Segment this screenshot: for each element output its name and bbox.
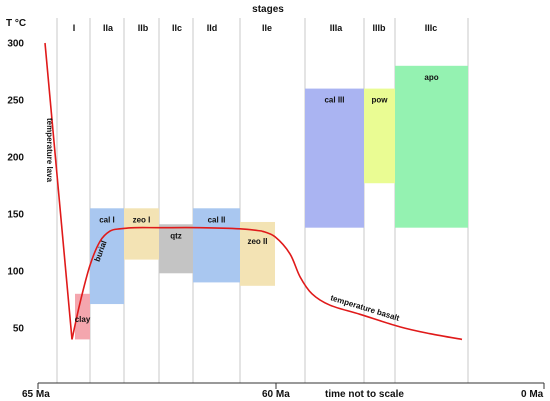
range-apo bbox=[395, 65, 468, 228]
range-label-cal-i: cal I bbox=[99, 215, 115, 224]
range-label-clay: clay bbox=[75, 315, 91, 324]
stage-label-iie: IIe bbox=[262, 23, 272, 33]
x-end-label: 0 Ma bbox=[521, 389, 544, 400]
series-label-temperature-lava: temperature lava bbox=[45, 118, 54, 183]
stage-label-iic: IIc bbox=[172, 23, 182, 33]
y-axis-label: T °C bbox=[6, 18, 26, 29]
mineral-ranges bbox=[75, 65, 468, 340]
range-label-apo: apo bbox=[424, 73, 438, 82]
range-label-qtz: qtz bbox=[170, 231, 182, 240]
x-start-label: 65 Ma bbox=[22, 389, 50, 400]
y-tick-200: 200 bbox=[7, 153, 24, 164]
curve-temperature-basalt bbox=[261, 230, 463, 341]
stage-label-iib: IIb bbox=[138, 23, 149, 33]
stage-label-i: I bbox=[73, 23, 76, 33]
range-zeo-i bbox=[124, 208, 159, 260]
range-qtz bbox=[159, 224, 193, 274]
y-tick-250: 250 bbox=[7, 96, 24, 107]
stage-label-iiib: IIIb bbox=[373, 23, 387, 33]
mineral-range-labels: clay cal I zeo I qtz cal II zeo II cal III pow a… bbox=[75, 73, 439, 324]
temperature-curves bbox=[44, 42, 463, 341]
range-pow bbox=[364, 88, 395, 184]
chart-title: stages bbox=[252, 4, 284, 15]
range-label-cal-ii: cal II bbox=[208, 215, 226, 224]
x-mid-label: 60 Ma bbox=[262, 389, 290, 400]
curve-temperature-lava bbox=[44, 42, 73, 340]
range-label-pow: pow bbox=[372, 96, 389, 105]
range-cal-i bbox=[90, 208, 124, 305]
range-label-zeo-i: zeo I bbox=[133, 215, 151, 224]
stage-label-iid: IId bbox=[207, 23, 218, 33]
y-tick-labels: 50 100 150 200 250 300 bbox=[7, 39, 24, 335]
x-note-label: time not to scale bbox=[325, 389, 404, 400]
axes bbox=[37, 382, 545, 389]
range-zeo-ii bbox=[240, 221, 275, 286]
range-label-cal-iii: cal III bbox=[324, 96, 344, 105]
range-label-zeo-ii: zeo II bbox=[247, 237, 267, 246]
curve-burial bbox=[71, 226, 263, 340]
y-tick-100: 100 bbox=[7, 267, 24, 278]
y-tick-300: 300 bbox=[7, 39, 24, 50]
stage-label-iiia: IIIa bbox=[330, 23, 344, 33]
stage-label-iiic: IIIc bbox=[425, 23, 438, 33]
y-tick-50: 50 bbox=[13, 324, 25, 335]
y-tick-150: 150 bbox=[7, 210, 24, 221]
range-cal-iii bbox=[305, 88, 364, 228]
range-cal-ii bbox=[193, 208, 240, 283]
stage-labels: I IIa IIb IIc IId IIe IIIa IIIb IIIc bbox=[73, 23, 438, 33]
stage-label-iia: IIa bbox=[103, 23, 114, 33]
